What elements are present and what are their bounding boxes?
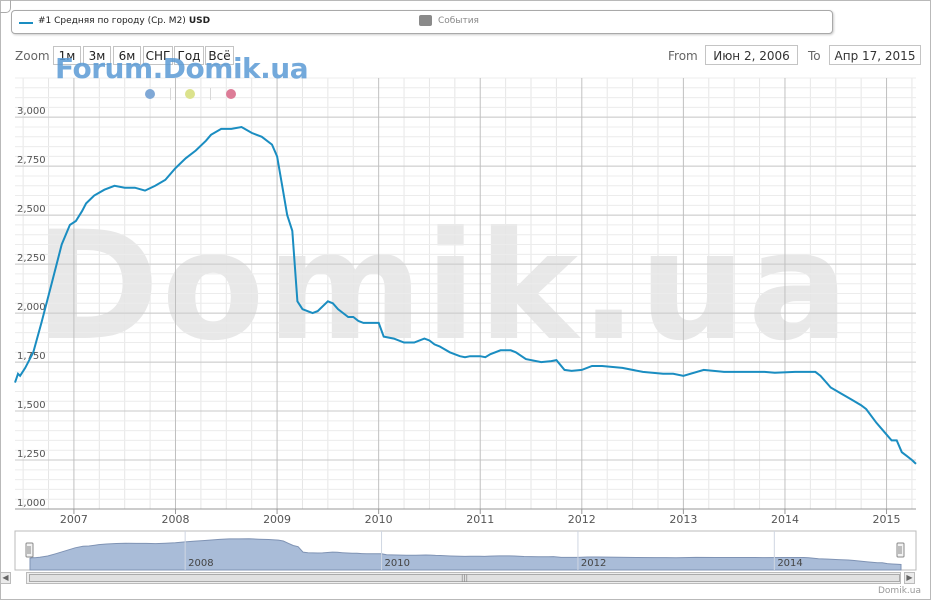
legend[interactable]: #1 Средняя по городу (Ср. М2) USD События [11, 10, 833, 34]
events-label[interactable]: События [438, 16, 479, 26]
zoom-3m-button[interactable]: 3м [83, 46, 111, 65]
y-tick-label: 2,000 [17, 302, 46, 313]
zoom-6m-button[interactable]: 6м [113, 46, 141, 65]
grid [15, 77, 916, 510]
dot-separator [170, 88, 171, 100]
zoom-label: Zoom [15, 49, 50, 63]
corner-tab [0, 0, 11, 13]
legend-series[interactable]: #1 Средняя по городу (Ср. М2) USD [38, 16, 210, 26]
navigator-year-label: 2014 [777, 558, 802, 569]
x-tick-label: 2010 [365, 513, 393, 526]
to-date-input[interactable]: Апр 17, 2015 [829, 45, 921, 65]
y-tick-label: 1,250 [17, 449, 46, 460]
watermark: Domik.ua [35, 200, 852, 374]
series-name: #1 Средняя по городу (Ср. М2) [38, 16, 186, 26]
navigator: 2008 2010 2012 2014 [14, 530, 917, 571]
y-tick-label: 1,000 [17, 498, 46, 509]
scroll-right-arrow-icon[interactable]: ▶ [904, 572, 915, 584]
series-unit: USD [188, 16, 211, 26]
navigator-year-label: 2010 [385, 558, 410, 569]
color-dot-yellow[interactable] [185, 89, 195, 99]
from-label: From [668, 49, 698, 63]
zoom-1m-button[interactable]: 1м [53, 46, 81, 65]
x-tick-label: 2007 [60, 513, 88, 526]
zoom-all-button[interactable]: Всё [205, 46, 234, 65]
y-tick-label: 3,000 [17, 106, 46, 117]
from-date-input[interactable]: Июн 2, 2006 [705, 45, 798, 65]
x-tick-label: 2012 [568, 513, 596, 526]
x-tick-label: 2015 [873, 513, 901, 526]
scrollbar-track[interactable]: ||| [26, 572, 901, 584]
series-line [14, 125, 917, 465]
zoom-year-button[interactable]: Год [174, 46, 204, 65]
events-swatch[interactable] [419, 15, 432, 26]
to-label: To [808, 49, 821, 63]
x-tick-label: 2009 [263, 513, 291, 526]
color-dot-pink[interactable] [226, 89, 236, 99]
x-tick-label: 2013 [669, 513, 697, 526]
y-tick-label: 2,750 [17, 155, 46, 166]
credit-link[interactable]: Domik.ua [878, 586, 921, 596]
navigator-area [29, 538, 902, 571]
x-tick-label: 2011 [466, 513, 494, 526]
scrollbar-thumb[interactable]: ||| [29, 574, 900, 582]
y-tick-label: 1,500 [17, 400, 46, 411]
series-swatch [19, 22, 33, 24]
brand-logo-text: Forum.Domik.ua [55, 52, 309, 85]
y-tick-label: 2,250 [17, 253, 46, 264]
y-tick-label: 2,500 [17, 204, 46, 215]
navigator-year-label: 2012 [581, 558, 606, 569]
x-tick-label: 2014 [771, 513, 799, 526]
navigator-year-label: 2008 [188, 558, 213, 569]
color-dot-blue[interactable] [145, 89, 155, 99]
scroll-left-arrow-icon[interactable]: ◀ [0, 572, 11, 584]
x-tick-label: 2008 [161, 513, 189, 526]
zoom-ytd-button[interactable]: СНГ [143, 46, 173, 65]
dot-separator [210, 88, 211, 100]
